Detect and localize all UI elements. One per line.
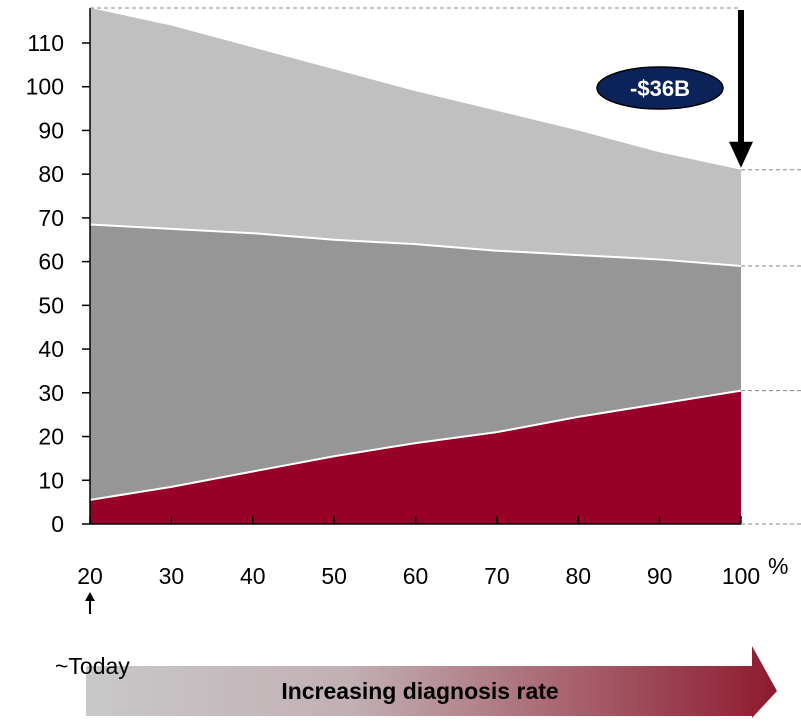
y-tick-label: 30 [38, 380, 64, 406]
x-tick-label: 20 [77, 563, 103, 589]
x-tick-label: 90 [647, 563, 673, 589]
diagnosis-rate-banner-arrow [86, 646, 777, 718]
reduction-callout-text: -$36B [630, 76, 690, 101]
y-tick-label: 40 [38, 336, 64, 362]
x-tick-label: 60 [403, 563, 429, 589]
area-series-2 [90, 224, 741, 500]
y-tick-label: 70 [38, 205, 64, 231]
y-tick-label: 100 [26, 74, 64, 100]
area-series-1 [90, 390, 741, 524]
x-axis-unit-label: % [768, 553, 789, 579]
diagnosis-rate-banner-text: Increasing diagnosis rate [281, 678, 558, 704]
x-tick-label: 40 [240, 563, 266, 589]
x-tick-label: 50 [321, 563, 347, 589]
today-label: ~Today [55, 653, 130, 679]
today-arrow-head [85, 592, 95, 601]
y-tick-label: 10 [38, 467, 64, 493]
y-tick-label: 60 [38, 249, 64, 275]
y-tick-label: 0 [51, 511, 64, 537]
y-tick-label: 20 [38, 424, 64, 450]
x-tick-label: 100 [722, 563, 760, 589]
y-tick-label: 80 [38, 161, 64, 187]
reduction-arrow-head [729, 141, 753, 168]
reduction-callout-badge [596, 66, 724, 110]
y-tick-label: 90 [38, 117, 64, 143]
y-tick-label: 110 [27, 30, 64, 56]
area-series-3 [90, 8, 741, 266]
x-tick-label: 70 [484, 563, 510, 589]
x-tick-label: 30 [159, 563, 185, 589]
series-boundary-line [89, 223, 742, 267]
series-boundary-line [89, 389, 742, 501]
y-tick-label: 50 [38, 292, 64, 318]
x-tick-label: 80 [565, 563, 591, 589]
